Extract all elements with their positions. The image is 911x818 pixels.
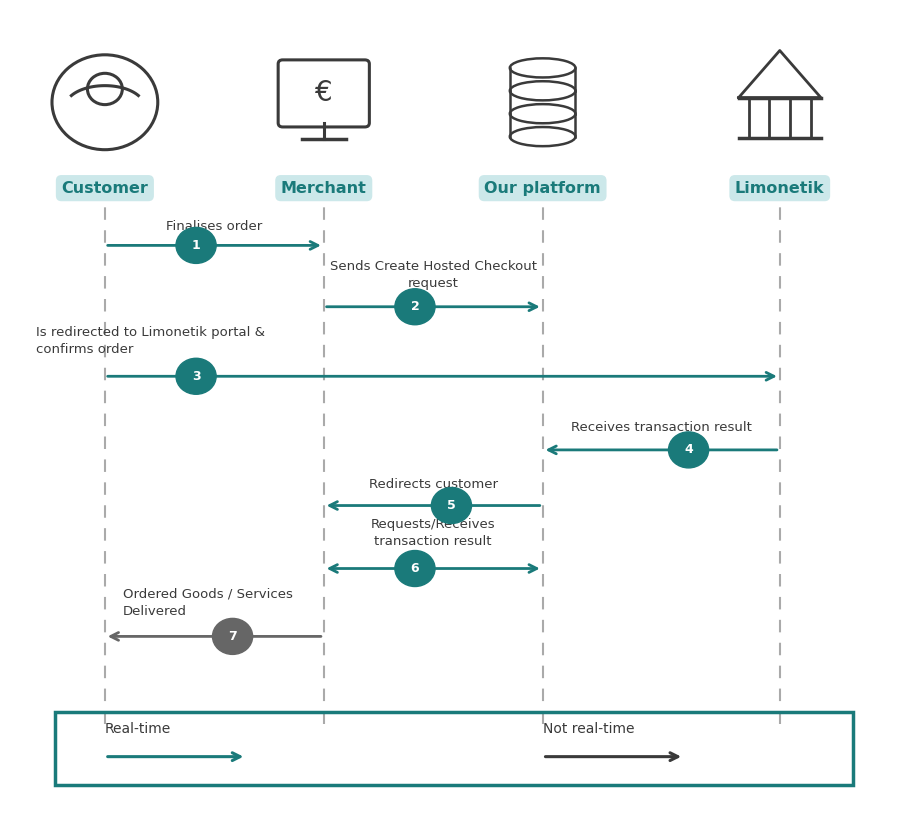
Text: Merchant: Merchant — [281, 181, 366, 196]
Text: Customer: Customer — [61, 181, 148, 196]
Circle shape — [176, 358, 216, 394]
Text: Not real-time: Not real-time — [542, 722, 633, 736]
Text: Redirects customer: Redirects customer — [368, 478, 497, 491]
Text: 2: 2 — [410, 300, 419, 313]
Text: Is redirected to Limonetik portal &
confirms order: Is redirected to Limonetik portal & conf… — [36, 326, 265, 356]
Text: Finalises order: Finalises order — [166, 220, 262, 233]
Text: 5: 5 — [446, 499, 456, 512]
Text: Receives transaction result: Receives transaction result — [570, 420, 751, 434]
Text: 4: 4 — [683, 443, 692, 456]
Text: Real-time: Real-time — [105, 722, 171, 736]
Circle shape — [668, 432, 708, 468]
Circle shape — [176, 227, 216, 263]
Text: Limonetik: Limonetik — [734, 181, 824, 196]
Circle shape — [212, 618, 252, 654]
Text: 1: 1 — [191, 239, 200, 252]
Text: Sends Create Hosted Checkout
request: Sends Create Hosted Checkout request — [330, 260, 536, 290]
Text: €: € — [314, 79, 333, 107]
Text: 7: 7 — [228, 630, 237, 643]
Circle shape — [394, 551, 435, 587]
Circle shape — [394, 289, 435, 325]
Circle shape — [431, 488, 471, 524]
Text: Our platform: Our platform — [484, 181, 600, 196]
Text: Ordered Goods / Services
Delivered: Ordered Goods / Services Delivered — [123, 587, 292, 618]
Text: Requests/Receives
transaction result: Requests/Receives transaction result — [371, 518, 495, 548]
Text: 6: 6 — [410, 562, 419, 575]
Text: 3: 3 — [191, 370, 200, 383]
